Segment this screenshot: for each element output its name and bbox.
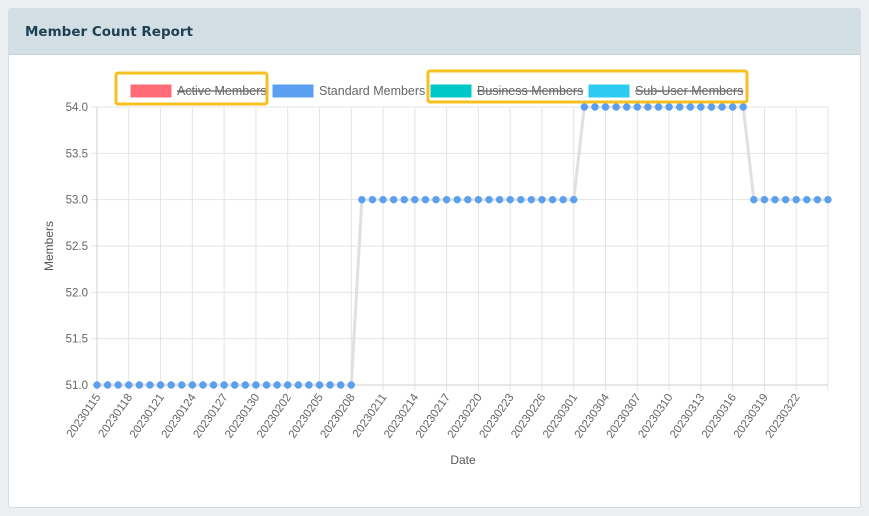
data-point[interactable]	[188, 381, 197, 389]
data-point[interactable]	[93, 381, 101, 389]
y-tick-label: 52.5	[66, 241, 88, 253]
data-point[interactable]	[167, 381, 175, 389]
page-title: Member Count Report	[25, 23, 193, 40]
data-point[interactable]	[686, 103, 694, 111]
data-point[interactable]	[623, 103, 631, 111]
data-point[interactable]	[792, 195, 800, 204]
legend-swatch-sub-user-members[interactable]	[588, 84, 630, 98]
data-point[interactable]	[495, 195, 504, 204]
data-point[interactable]	[612, 103, 620, 111]
y-tick-label: 52.0	[66, 287, 88, 299]
data-point[interactable]	[559, 195, 567, 204]
data-point[interactable]	[485, 195, 493, 204]
data-point[interactable]	[146, 381, 154, 389]
data-point[interactable]	[803, 195, 811, 204]
y-tick-label: 53.0	[66, 195, 88, 207]
series-line-standard-members	[97, 105, 828, 387]
y-tick-label: 51.5	[66, 334, 88, 346]
legend-swatch-standard-members[interactable]	[272, 84, 314, 98]
data-point[interactable]	[718, 103, 726, 111]
panel-header: Member Count Report	[9, 9, 860, 55]
data-point[interactable]	[739, 103, 747, 111]
data-point[interactable]	[474, 195, 483, 204]
data-point[interactable]	[262, 381, 271, 389]
data-point[interactable]	[654, 103, 663, 111]
data-point[interactable]	[665, 103, 673, 111]
data-point[interactable]	[114, 381, 122, 389]
data-point[interactable]	[644, 103, 652, 111]
data-point[interactable]	[315, 381, 324, 389]
data-point[interactable]	[252, 381, 260, 389]
data-point[interactable]	[178, 381, 186, 389]
data-point[interactable]	[103, 381, 112, 389]
data-point[interactable]	[707, 103, 716, 111]
data-point[interactable]	[453, 195, 461, 204]
data-point[interactable]	[389, 195, 398, 204]
data-point[interactable]	[538, 195, 546, 204]
data-point[interactable]	[421, 195, 430, 204]
y-tick-label: 54.0	[66, 102, 88, 114]
data-point[interactable]	[527, 195, 536, 204]
data-point[interactable]	[241, 381, 250, 389]
data-point[interactable]	[135, 381, 144, 389]
data-point[interactable]	[336, 381, 345, 389]
data-point[interactable]	[358, 195, 366, 204]
data-point[interactable]	[601, 103, 610, 111]
data-point[interactable]	[347, 381, 355, 389]
data-point[interactable]	[771, 195, 779, 204]
data-point[interactable]	[442, 195, 451, 204]
data-point[interactable]	[125, 381, 133, 389]
data-point[interactable]	[517, 195, 525, 204]
data-point[interactable]	[824, 195, 832, 204]
data-point[interactable]	[750, 195, 758, 204]
data-point[interactable]	[813, 195, 822, 204]
data-point[interactable]	[633, 103, 642, 111]
y-tick-label: 51.0	[66, 380, 88, 392]
data-point[interactable]	[273, 381, 281, 389]
data-point[interactable]	[156, 381, 165, 389]
legend-label-standard-members[interactable]: Standard Members	[319, 84, 425, 98]
data-point[interactable]	[570, 195, 578, 204]
data-point[interactable]	[368, 195, 377, 204]
y-axis-title: Members	[42, 221, 56, 271]
data-point[interactable]	[379, 195, 387, 204]
highlight-box-active-members	[114, 71, 269, 106]
x-axis-title: Date	[450, 453, 476, 467]
data-point[interactable]	[209, 381, 218, 389]
data-point[interactable]	[580, 103, 589, 111]
y-tick-label: 53.5	[66, 148, 88, 160]
data-point[interactable]	[305, 381, 313, 389]
data-point[interactable]	[400, 195, 408, 204]
data-point[interactable]	[728, 103, 737, 111]
highlight-box-business-subuser	[426, 69, 749, 104]
data-point[interactable]	[411, 195, 419, 204]
data-point[interactable]	[220, 381, 228, 389]
legend-swatch-business-members[interactable]	[430, 84, 472, 98]
data-point[interactable]	[326, 381, 334, 389]
data-point[interactable]	[591, 103, 599, 111]
data-point[interactable]	[464, 195, 472, 204]
data-point[interactable]	[781, 195, 790, 204]
data-point[interactable]	[760, 195, 769, 204]
data-point[interactable]	[675, 103, 684, 111]
data-point[interactable]	[506, 195, 514, 204]
data-point[interactable]	[548, 195, 557, 204]
data-point[interactable]	[199, 381, 207, 389]
legend-swatch-active-members[interactable]	[130, 84, 172, 98]
data-point[interactable]	[283, 381, 292, 389]
data-point[interactable]	[432, 195, 440, 204]
data-point[interactable]	[231, 381, 239, 389]
data-point[interactable]	[697, 103, 705, 111]
data-point[interactable]	[294, 381, 302, 389]
